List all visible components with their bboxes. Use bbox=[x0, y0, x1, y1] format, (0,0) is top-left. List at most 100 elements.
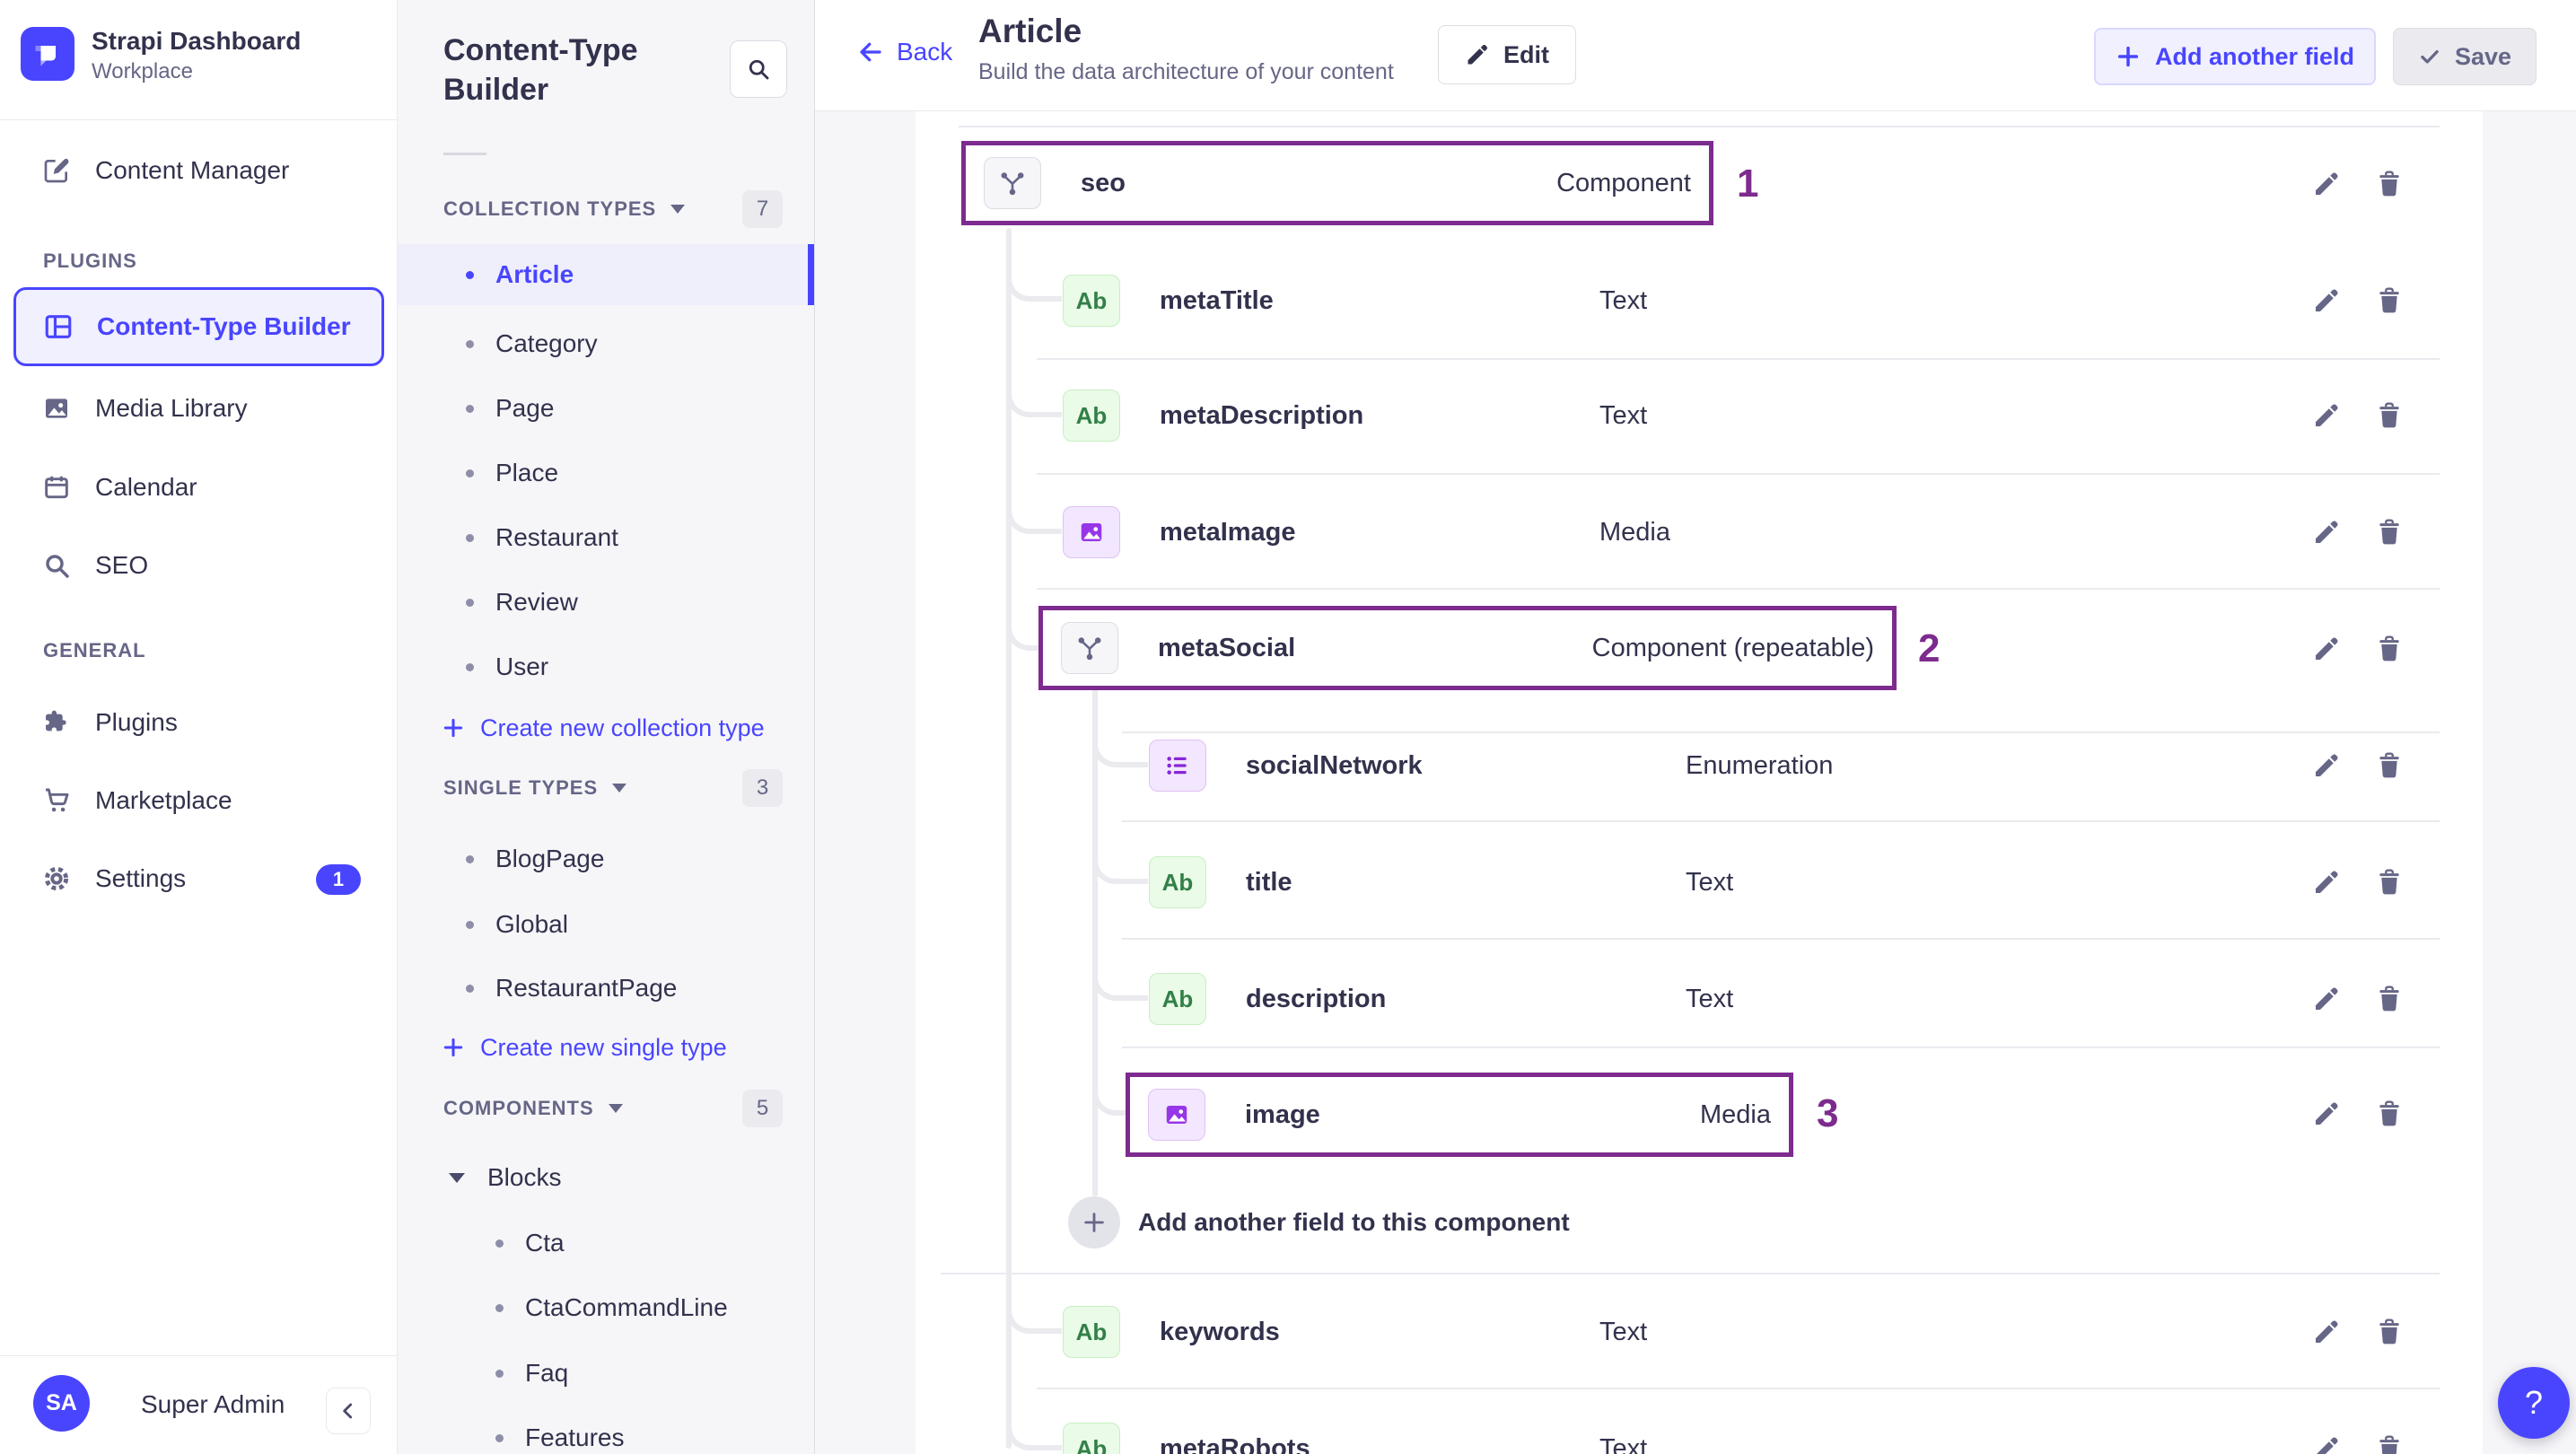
edit-button[interactable]: Edit bbox=[1438, 25, 1576, 84]
row-actions bbox=[2307, 629, 2409, 669]
page-header: Back Article Build the data architecture… bbox=[815, 0, 2576, 111]
edit-field-button[interactable] bbox=[2307, 863, 2346, 902]
delete-field-button[interactable] bbox=[2370, 1094, 2409, 1134]
sidebar-item-calendar[interactable]: Calendar bbox=[0, 459, 398, 516]
single-types-header[interactable]: SINGLE TYPES bbox=[443, 768, 627, 808]
field-row-metadescription: Ab metaDescription Text bbox=[916, 357, 2483, 474]
sidebar-item-marketplace[interactable]: Marketplace bbox=[0, 772, 398, 829]
components-count: 5 bbox=[742, 1090, 783, 1127]
sidebar-item-page[interactable]: Page bbox=[398, 376, 814, 441]
delete-field-button[interactable] bbox=[2370, 512, 2409, 552]
single-type-label: BlogPage bbox=[495, 845, 605, 872]
sidebar-item-ctacommandline[interactable]: CtaCommandLine bbox=[398, 1275, 814, 1340]
field-row-title: Ab title Text bbox=[916, 824, 2483, 941]
tree-line bbox=[1092, 686, 1098, 1196]
bullet-icon bbox=[466, 469, 474, 477]
component-group-blocks[interactable]: Blocks bbox=[398, 1145, 814, 1210]
edit-field-button[interactable] bbox=[2307, 1312, 2346, 1352]
delete-field-button[interactable] bbox=[2370, 396, 2409, 435]
sidebar-item-seo[interactable]: SEO bbox=[0, 537, 398, 594]
edit-field-button[interactable] bbox=[2307, 629, 2346, 669]
field-name: title bbox=[1246, 867, 1292, 897]
sidebar-item-media-library[interactable]: Media Library bbox=[0, 380, 398, 437]
sidebar-item-settings[interactable]: Settings bbox=[0, 850, 398, 907]
sidebar-item-global[interactable]: Global bbox=[398, 892, 814, 957]
field-row-description: Ab description Text bbox=[916, 941, 2483, 1057]
delete-field-button[interactable] bbox=[2370, 281, 2409, 320]
sidebar-item-restaurantpage[interactable]: RestaurantPage bbox=[398, 956, 814, 1020]
add-field-to-component-button[interactable]: Add another field to this component bbox=[916, 1170, 2483, 1274]
sidebar-item-content-type-builder[interactable]: Content-Type Builder bbox=[13, 287, 384, 366]
add-another-field-button[interactable]: Add another field bbox=[2094, 28, 2376, 85]
field-row-keywords: Ab keywords Text bbox=[916, 1274, 2483, 1390]
row-actions bbox=[2307, 164, 2409, 204]
field-row-metatitle: Ab metaTitle Text bbox=[916, 242, 2483, 359]
save-button[interactable]: Save bbox=[2393, 28, 2537, 85]
delete-field-button[interactable] bbox=[2370, 746, 2409, 785]
create-collection-type-link[interactable]: Create new collection type bbox=[398, 696, 814, 760]
sidebar-item-article[interactable]: Article bbox=[398, 244, 814, 305]
create-single-type-link[interactable]: Create new single type bbox=[398, 1015, 814, 1080]
tree-elbow bbox=[1092, 958, 1148, 1001]
delete-field-button[interactable] bbox=[2370, 164, 2409, 204]
sidebar-item-blogpage[interactable]: BlogPage bbox=[398, 827, 814, 891]
component-label: Faq bbox=[525, 1359, 569, 1387]
tree-elbow bbox=[1006, 1407, 1062, 1450]
field-name: socialNetwork bbox=[1246, 750, 1423, 780]
collection-types-header[interactable]: COLLECTION TYPES bbox=[443, 189, 686, 229]
collapse-sidebar-button[interactable] bbox=[326, 1388, 371, 1434]
sidebar-item-category[interactable]: Category bbox=[398, 311, 814, 376]
bullet-icon bbox=[495, 1303, 504, 1312]
row-actions bbox=[2307, 979, 2409, 1019]
sidebar-item-restaurant[interactable]: Restaurant bbox=[398, 505, 814, 570]
sidebar-item-review[interactable]: Review bbox=[398, 570, 814, 635]
sidebar-item-label: Marketplace bbox=[95, 786, 232, 814]
sidebar-item-label: SEO bbox=[95, 551, 149, 579]
help-button[interactable]: ? bbox=[2498, 1367, 2570, 1439]
edit-field-button[interactable] bbox=[2307, 1429, 2346, 1454]
divider bbox=[1037, 588, 2440, 590]
field-type: Media bbox=[1599, 517, 1670, 547]
field-name: keywords bbox=[1160, 1317, 1280, 1346]
divider bbox=[1037, 473, 2440, 475]
edit-field-button[interactable] bbox=[2307, 512, 2346, 552]
workspace-name: Workplace bbox=[92, 59, 193, 83]
edit-field-button[interactable] bbox=[2307, 979, 2346, 1019]
bullet-icon bbox=[466, 662, 474, 671]
divider bbox=[1122, 938, 2440, 940]
divider bbox=[941, 1273, 2440, 1274]
content-type-builder-icon bbox=[43, 311, 74, 342]
builder-sidebar: Content-Type Builder COLLECTION TYPES 7 … bbox=[398, 0, 815, 1454]
sidebar-item-user[interactable]: User bbox=[398, 635, 814, 699]
delete-field-button[interactable] bbox=[2370, 629, 2409, 669]
field-row-metasocial: metaSocial Component (repeatable) 2 bbox=[916, 591, 2483, 707]
sidebar-item-cta[interactable]: Cta bbox=[398, 1211, 814, 1275]
edit-field-button[interactable] bbox=[2307, 396, 2346, 435]
field-row-socialnetwork: socialNetwork Enumeration bbox=[916, 707, 2483, 824]
divider bbox=[0, 1355, 398, 1356]
edit-field-button[interactable] bbox=[2307, 1094, 2346, 1134]
field-type: Text bbox=[1599, 285, 1648, 315]
strapi-logo-icon[interactable] bbox=[21, 27, 74, 81]
avatar[interactable]: SA bbox=[33, 1375, 90, 1432]
single-type-label: Global bbox=[495, 910, 568, 938]
components-header[interactable]: COMPONENTS bbox=[443, 1089, 623, 1128]
sidebar-item-place[interactable]: Place bbox=[398, 441, 814, 505]
tree-elbow bbox=[1006, 491, 1062, 534]
sidebar-item-content-manager[interactable]: Content Manager bbox=[0, 142, 398, 199]
field-type: Text bbox=[1686, 984, 1734, 1013]
edit-field-button[interactable] bbox=[2307, 746, 2346, 785]
search-button[interactable] bbox=[730, 40, 787, 98]
edit-field-button[interactable] bbox=[2307, 281, 2346, 320]
back-link[interactable]: Back bbox=[857, 38, 952, 66]
delete-field-button[interactable] bbox=[2370, 1429, 2409, 1454]
bullet-icon bbox=[495, 1239, 504, 1248]
sidebar-item-plugins[interactable]: Plugins bbox=[0, 694, 398, 751]
row-actions bbox=[2307, 1429, 2409, 1454]
delete-field-button[interactable] bbox=[2370, 979, 2409, 1019]
sidebar-item-faq[interactable]: Faq bbox=[398, 1341, 814, 1406]
delete-field-button[interactable] bbox=[2370, 1312, 2409, 1352]
sidebar-item-features[interactable]: Features bbox=[398, 1406, 814, 1454]
edit-field-button[interactable] bbox=[2307, 164, 2346, 204]
delete-field-button[interactable] bbox=[2370, 863, 2409, 902]
